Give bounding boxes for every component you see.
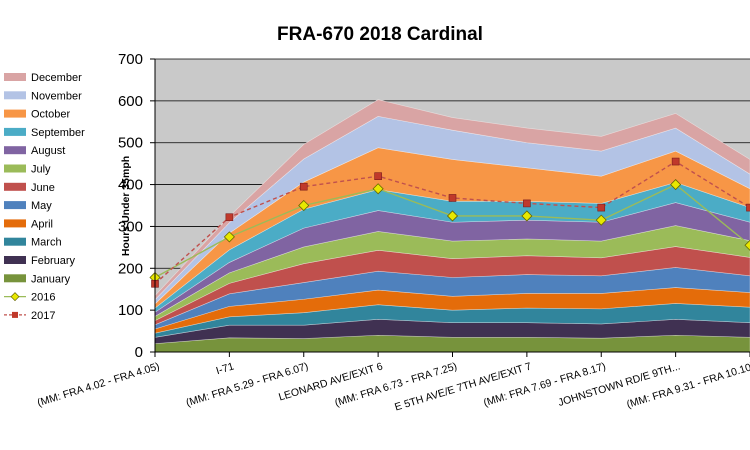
- legend-swatch-february: [4, 256, 26, 264]
- y-tick-label: 400: [118, 177, 143, 194]
- legend-swatch-january: [4, 274, 26, 283]
- legend-label-july: July: [31, 164, 51, 176]
- marker-2017: [448, 194, 457, 202]
- legend-swatch-may: [4, 201, 26, 210]
- marker-2016: [372, 183, 384, 195]
- legend-swatch-december: [4, 73, 26, 81]
- y-tick-label: 300: [118, 218, 143, 235]
- x-tick-label: E 5TH AVE/E 7TH AVE/EXIT 7: [393, 360, 533, 413]
- marker-2017: [299, 182, 308, 191]
- legend-swatch-august: [4, 146, 26, 155]
- marker-2017: [597, 203, 606, 212]
- y-axis-label: Hours Under 35mph: [120, 156, 132, 256]
- marker-2016: [521, 210, 533, 222]
- legend-label-february: February: [31, 255, 76, 267]
- y-tick-label: 700: [118, 51, 143, 68]
- legend-marker-2017: [12, 311, 18, 318]
- legend-marker-2016: [10, 292, 20, 302]
- x-tick-label: (MM: FRA 4.02 - FRA 4.05): [36, 360, 161, 409]
- x-tick-label: (MM: FRA 9.31 - FRA 10.10): [625, 360, 750, 410]
- marker-2016: [670, 179, 682, 191]
- y-tick-label: 0: [135, 344, 143, 361]
- marker-2017: [225, 213, 234, 222]
- x-tick-label: JOHNSTOWN RD/E 9TH...: [557, 360, 682, 409]
- legend-label-2016: 2016: [31, 292, 55, 304]
- marker-2016: [223, 231, 235, 243]
- legend-swatch-november: [4, 91, 26, 100]
- marker-2016: [744, 239, 750, 251]
- y-tick-label: 200: [118, 260, 143, 277]
- legend-label-may: May: [31, 200, 52, 212]
- legend-label-august: August: [31, 145, 65, 157]
- legend-label-march: March: [31, 237, 62, 249]
- legend-label-december: December: [31, 72, 82, 84]
- area-december: [154, 99, 750, 301]
- legend: December November October September August Ju…: [4, 72, 85, 322]
- legend-swatch-october: [4, 109, 26, 118]
- chart-title: FRA-670 2018 Cardinal: [277, 24, 483, 45]
- legend-swatch-june: [4, 182, 26, 191]
- legend-swatch-march: [4, 237, 26, 246]
- line-series-layer: [149, 157, 750, 288]
- legend-swatch-september: [4, 127, 26, 136]
- legend-label-april: April: [31, 218, 53, 230]
- marker-2017: [746, 203, 750, 212]
- marker-2017: [523, 199, 531, 208]
- legend-label-june: June: [31, 182, 55, 194]
- legend-swatch-july: [4, 164, 26, 173]
- x-tick-label: (MM: FRA 5.29 - FRA 6.07): [185, 360, 310, 409]
- marker-2016: [595, 214, 607, 226]
- legend-label-november: November: [31, 90, 82, 102]
- legend-label-january: January: [31, 273, 71, 285]
- x-tick-label: (MM: FRA 7.69 - FRA 8.17): [482, 360, 607, 409]
- marker-2017: [374, 172, 382, 180]
- y-tick-label: 500: [118, 135, 143, 152]
- legend-label-october: October: [31, 109, 70, 121]
- legend-label-2017: 2017: [31, 310, 55, 322]
- legend-label-september: September: [31, 127, 85, 139]
- marker-2016: [446, 210, 459, 222]
- y-tick-label: 100: [118, 302, 143, 319]
- marker-2016: [298, 199, 310, 212]
- legend-swatch-april: [4, 219, 26, 228]
- x-tick-label: I-71: [215, 360, 236, 377]
- y-tick-label: 600: [118, 93, 143, 110]
- marker-2017: [671, 157, 680, 166]
